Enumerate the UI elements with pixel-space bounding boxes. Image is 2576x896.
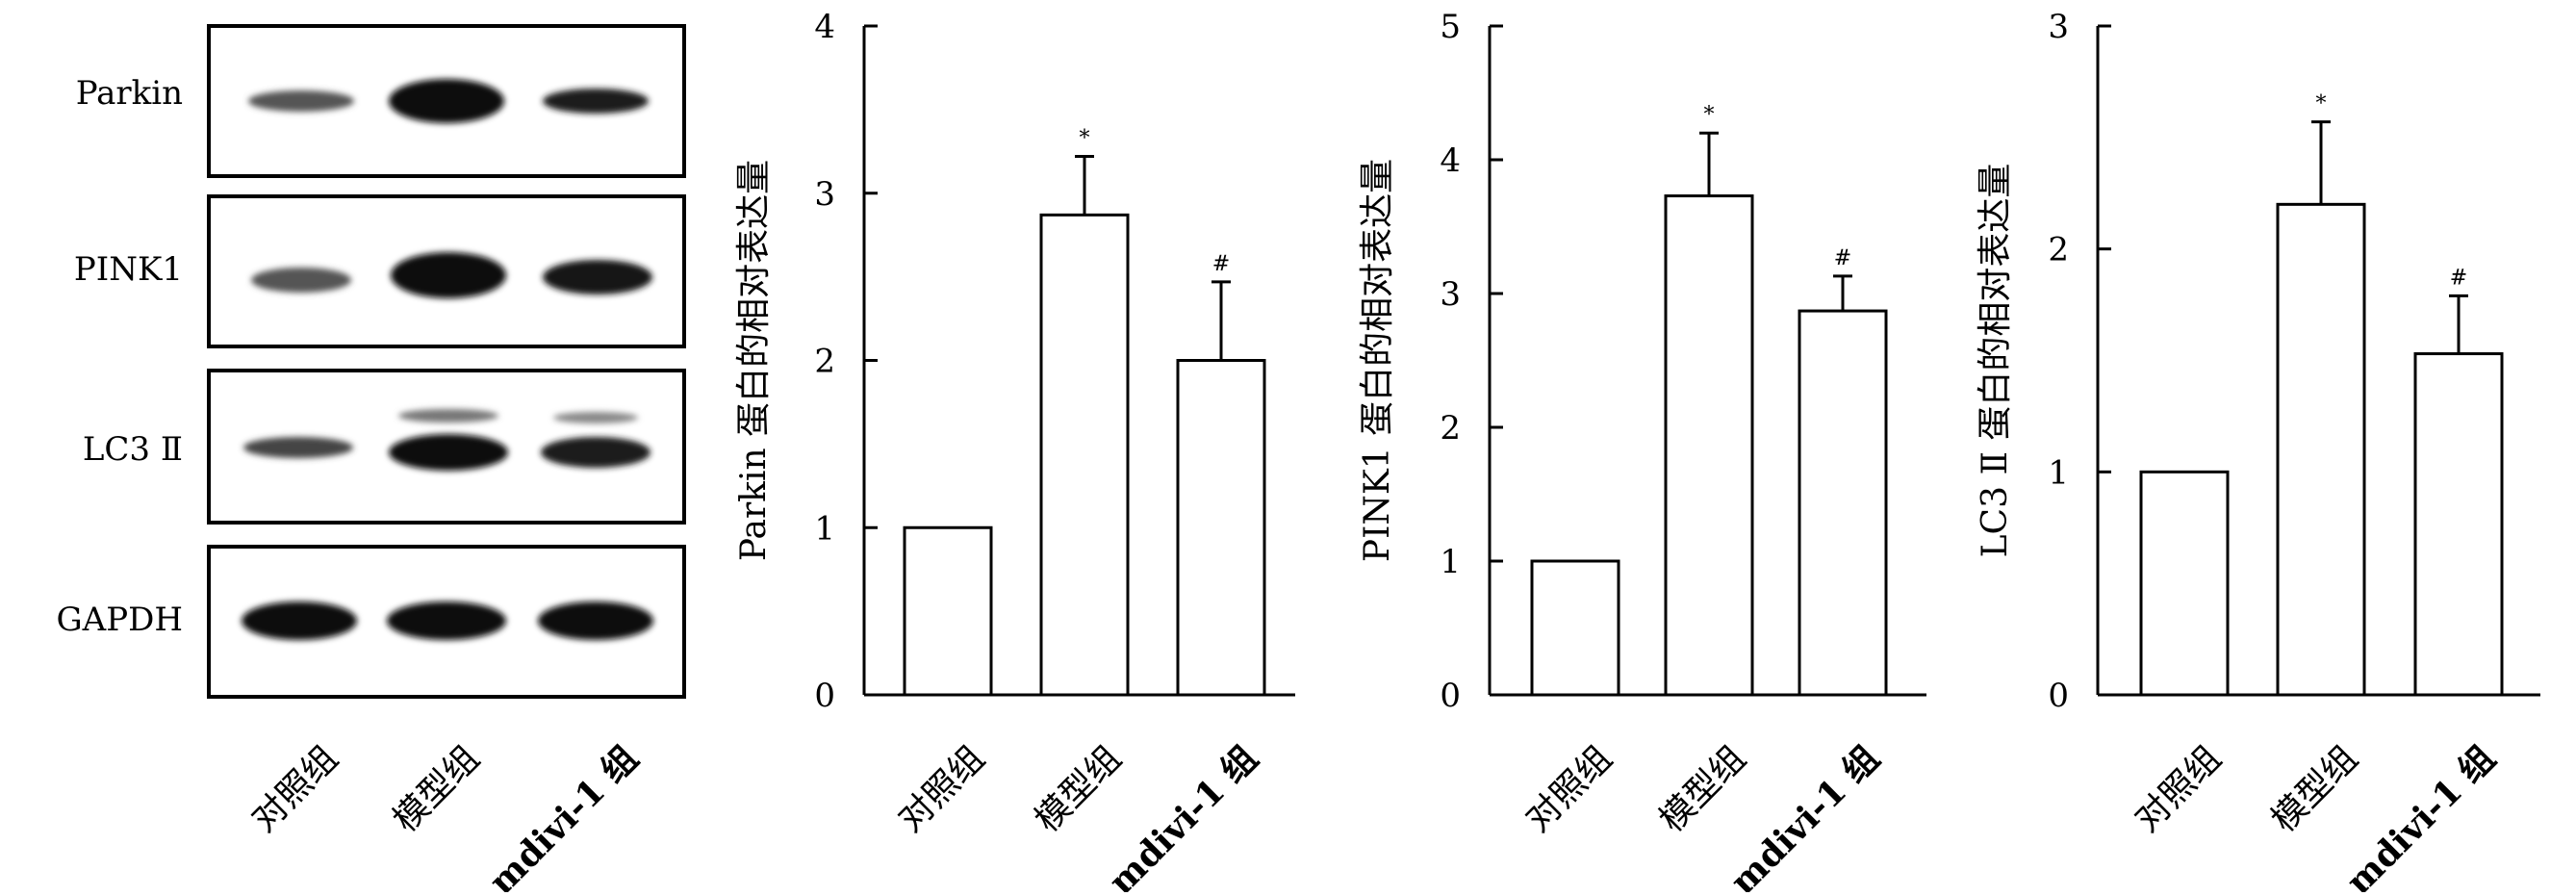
category-label-pink1: 模型组 (1652, 738, 1753, 839)
band-parkin-control (248, 90, 354, 112)
y-tick-label-lc3: 0 (2048, 677, 2069, 715)
band-pink1-control (251, 268, 351, 293)
band-pink1-mdivi (543, 260, 652, 294)
band-gapdh-control (242, 602, 357, 640)
bar-pink1 (1530, 559, 1620, 697)
bar-lc3 (2413, 352, 2504, 697)
y-tick-label-pink1: 5 (1440, 8, 1461, 46)
y-tick-label-pink1: 2 (1440, 409, 1461, 448)
significance-mark-pink1: * (1704, 103, 1715, 127)
blot-group-label-mdivi: mdivi-1 组 (481, 738, 646, 892)
blot-label-gapdh: GAPDH (56, 601, 183, 639)
y-tick-label-pink1: 3 (1440, 275, 1461, 314)
band-lc3-mdivi (541, 437, 650, 468)
category-label-parkin: mdivi-1 组 (1101, 738, 1265, 892)
blot-group-label-model: 模型组 (386, 738, 487, 839)
band-lc3-model (389, 434, 508, 471)
bar-parkin (1039, 213, 1130, 697)
y-tick-label-pink1: 4 (1440, 141, 1461, 180)
blot-label-parkin: Parkin (76, 74, 183, 113)
western-blot-panel: Parkin PINK1 LC3 Ⅱ GAPDH (56, 24, 686, 896)
y-tick-label-parkin: 4 (814, 8, 835, 46)
y-tick-label-parkin: 0 (814, 677, 835, 715)
bar-parkin (903, 525, 993, 697)
y-tick-label-pink1: 0 (1440, 677, 1461, 715)
y-tick-label-parkin: 2 (814, 343, 835, 381)
bands-pink1 (251, 252, 652, 298)
y-axis-title-parkin: Parkin 蛋白的相对表达量 (734, 160, 774, 561)
significance-mark-pink1: # (1834, 246, 1851, 270)
band-gapdh-mdivi (538, 602, 653, 640)
category-label-parkin: 模型组 (1028, 738, 1129, 839)
y-tick-label-lc3: 1 (2048, 453, 2069, 492)
significance-mark-parkin: # (1212, 252, 1230, 276)
band-lc3-control (243, 437, 353, 458)
y-axis-title-pink1: PINK1 蛋白的相对表达量 (1358, 159, 1397, 562)
bar-lc3 (2276, 202, 2366, 697)
band-gapdh-model (387, 602, 506, 640)
bands-parkin (248, 79, 649, 123)
bar-parkin (1176, 359, 1266, 697)
category-label-lc3: 对照组 (2128, 738, 2229, 839)
bar-pink1 (1664, 194, 1754, 697)
category-label-pink1: 对照组 (1518, 738, 1620, 839)
blot-group-label-control: 对照组 (244, 738, 345, 839)
band-lc3-mdivi-upper (553, 412, 638, 423)
bands-lc3 (243, 409, 650, 471)
y-tick-label-parkin: 3 (814, 175, 835, 214)
blot-label-lc3: LC3 Ⅱ (83, 430, 183, 469)
y-tick-label-lc3: 2 (2048, 231, 2069, 269)
y-tick-label-parkin: 1 (814, 509, 835, 548)
y-tick-label-lc3: 3 (2048, 8, 2069, 46)
significance-mark-parkin: * (1080, 127, 1090, 151)
category-label-lc3: mdivi-1 组 (2338, 738, 2503, 892)
bands-gapdh (242, 602, 653, 640)
category-label-lc3: 模型组 (2264, 738, 2365, 839)
y-tick-label-pink1: 1 (1440, 543, 1461, 581)
band-pink1-model (391, 252, 506, 298)
band-parkin-model (389, 79, 504, 123)
band-lc3-model-upper (398, 409, 498, 422)
blot-label-pink1: PINK1 (74, 250, 183, 289)
y-axis-title-lc3: LC3 Ⅱ 蛋白的相对表达量 (1976, 164, 2015, 558)
band-parkin-mdivi (543, 89, 649, 114)
significance-mark-lc3: * (2316, 92, 2327, 116)
significance-mark-lc3: # (2450, 266, 2467, 290)
category-label-parkin: 对照组 (891, 738, 992, 839)
bar-lc3 (2139, 470, 2230, 697)
bar-pink1 (1798, 309, 1888, 697)
